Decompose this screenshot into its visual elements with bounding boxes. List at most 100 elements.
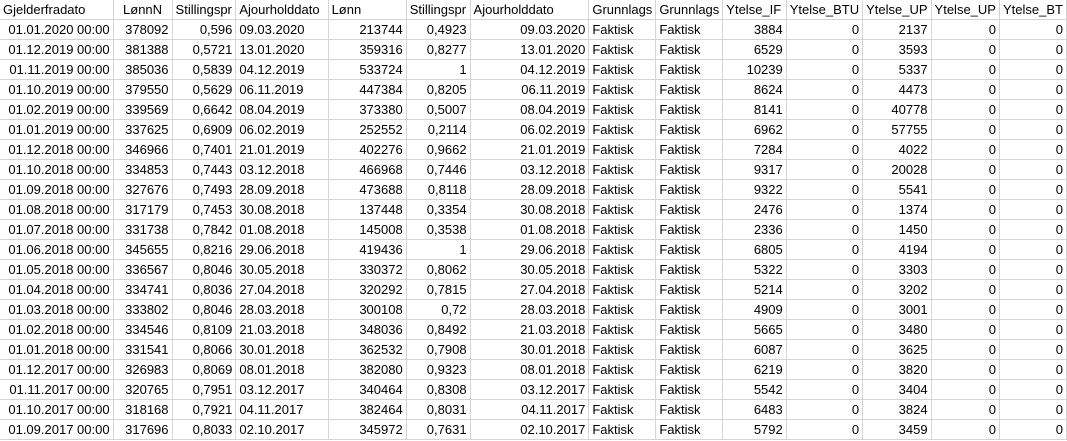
table-cell[interactable]: 4909 [722, 299, 787, 320]
table-cell[interactable]: 06.11.2019 [470, 79, 590, 100]
table-cell[interactable]: 5792 [722, 419, 787, 440]
table-cell[interactable]: 08.01.2018 [470, 359, 590, 380]
table-cell[interactable]: 0,8036 [172, 279, 237, 300]
table-cell[interactable]: 0 [931, 199, 1000, 220]
table-cell[interactable]: 01.02.2019 00:00 [0, 99, 114, 120]
table-cell[interactable]: 0,8069 [172, 359, 237, 380]
table-cell[interactable]: 01.09.2017 00:00 [0, 419, 114, 440]
table-cell[interactable]: Faktisk [655, 19, 724, 40]
table-cell[interactable]: 06.02.2019 [235, 119, 329, 140]
table-cell[interactable]: 0 [999, 179, 1067, 200]
table-cell[interactable]: 6219 [722, 359, 787, 380]
table-cell[interactable]: 03.12.2017 [235, 379, 329, 400]
table-cell[interactable]: Faktisk [655, 79, 724, 100]
table-cell[interactable]: 6529 [722, 39, 787, 60]
table-cell[interactable]: 20028 [862, 159, 932, 180]
table-cell[interactable]: 0 [999, 379, 1067, 400]
table-cell[interactable]: 0,8033 [172, 419, 237, 440]
table-cell[interactable]: 385036 [113, 59, 173, 80]
table-cell[interactable]: Faktisk [588, 299, 657, 320]
table-cell[interactable]: 3824 [862, 399, 932, 420]
header-cell[interactable]: Ytelse_BT [999, 0, 1067, 20]
table-cell[interactable]: 0 [786, 19, 864, 40]
table-cell[interactable]: Faktisk [655, 119, 724, 140]
table-cell[interactable]: 0 [999, 279, 1067, 300]
table-cell[interactable]: 01.03.2018 00:00 [0, 299, 114, 320]
table-cell[interactable]: 0 [786, 299, 864, 320]
table-cell[interactable]: Faktisk [655, 239, 724, 260]
table-cell[interactable]: 01.01.2018 00:00 [0, 339, 114, 360]
header-cell[interactable]: Ytelse_UP [931, 0, 1000, 20]
table-cell[interactable]: 0 [999, 319, 1067, 340]
table-cell[interactable]: 13.01.2020 [235, 39, 329, 60]
table-cell[interactable]: 01.01.2019 00:00 [0, 119, 114, 140]
table-cell[interactable]: 533724 [328, 59, 407, 80]
table-cell[interactable]: Faktisk [588, 159, 657, 180]
table-cell[interactable]: 03.12.2018 [470, 159, 590, 180]
table-cell[interactable]: Faktisk [588, 19, 657, 40]
table-cell[interactable]: Faktisk [655, 379, 724, 400]
table-cell[interactable]: 0,596 [172, 19, 237, 40]
table-cell[interactable]: 10239 [722, 59, 787, 80]
table-cell[interactable]: 01.08.2018 [470, 219, 590, 240]
header-cell[interactable]: Ytelse_IF [722, 0, 787, 20]
table-cell[interactable]: 30.08.2018 [470, 199, 590, 220]
table-cell[interactable]: 378092 [113, 19, 173, 40]
table-cell[interactable]: 1450 [862, 219, 932, 240]
table-cell[interactable]: Faktisk [588, 39, 657, 60]
table-cell[interactable]: 5322 [722, 259, 787, 280]
table-cell[interactable]: 6483 [722, 399, 787, 420]
table-cell[interactable]: 0 [786, 399, 864, 420]
table-cell[interactable]: 0,8205 [406, 79, 471, 100]
header-cell[interactable]: Grunnlags [588, 0, 657, 20]
table-cell[interactable]: 317179 [113, 199, 173, 220]
table-cell[interactable]: 30.01.2018 [235, 339, 329, 360]
table-cell[interactable]: 0,3538 [406, 219, 471, 240]
table-cell[interactable]: 28.09.2018 [235, 179, 329, 200]
table-cell[interactable]: 5665 [722, 319, 787, 340]
table-cell[interactable]: 0 [999, 19, 1067, 40]
table-cell[interactable]: Faktisk [655, 399, 724, 420]
table-cell[interactable]: 0 [786, 379, 864, 400]
header-cell[interactable]: Stillingspr [406, 0, 471, 20]
table-cell[interactable]: 6962 [722, 119, 787, 140]
table-cell[interactable]: 336567 [113, 259, 173, 280]
table-cell[interactable]: 0 [931, 279, 1000, 300]
table-cell[interactable]: 02.10.2017 [470, 419, 590, 440]
table-cell[interactable]: 04.12.2019 [235, 59, 329, 80]
table-cell[interactable]: 0,7631 [406, 419, 471, 440]
table-cell[interactable]: 0,5721 [172, 39, 237, 60]
table-cell[interactable]: 01.08.2018 00:00 [0, 199, 114, 220]
header-cell[interactable]: Grunnlags [655, 0, 724, 20]
table-cell[interactable]: 8624 [722, 79, 787, 100]
table-cell[interactable]: 330372 [328, 259, 407, 280]
table-cell[interactable]: 337625 [113, 119, 173, 140]
table-cell[interactable]: 333802 [113, 299, 173, 320]
table-cell[interactable]: 27.04.2018 [235, 279, 329, 300]
table-cell[interactable]: 01.10.2019 00:00 [0, 79, 114, 100]
table-cell[interactable]: 145008 [328, 219, 407, 240]
table-cell[interactable]: 0,5629 [172, 79, 237, 100]
table-cell[interactable]: Faktisk [655, 319, 724, 340]
table-cell[interactable]: 0 [931, 179, 1000, 200]
table-cell[interactable]: 0 [931, 379, 1000, 400]
table-cell[interactable]: 21.01.2019 [470, 139, 590, 160]
table-cell[interactable]: 0 [786, 419, 864, 440]
table-cell[interactable]: 01.10.2017 00:00 [0, 399, 114, 420]
table-cell[interactable]: 373380 [328, 99, 407, 120]
header-cell[interactable]: LønnN [113, 0, 173, 20]
table-cell[interactable]: Faktisk [655, 219, 724, 240]
table-cell[interactable]: 06.11.2019 [235, 79, 329, 100]
table-cell[interactable]: 320765 [113, 379, 173, 400]
table-cell[interactable]: Faktisk [655, 179, 724, 200]
table-cell[interactable]: Faktisk [588, 379, 657, 400]
table-cell[interactable]: 213744 [328, 19, 407, 40]
table-cell[interactable]: 08.04.2019 [470, 99, 590, 120]
table-cell[interactable]: 28.03.2018 [470, 299, 590, 320]
table-cell[interactable]: 09.03.2020 [470, 19, 590, 40]
table-cell[interactable]: 0,2114 [406, 119, 471, 140]
table-cell[interactable]: 382080 [328, 359, 407, 380]
table-cell[interactable]: 362532 [328, 339, 407, 360]
table-cell[interactable]: 06.02.2019 [470, 119, 590, 140]
table-cell[interactable]: 3459 [862, 419, 932, 440]
